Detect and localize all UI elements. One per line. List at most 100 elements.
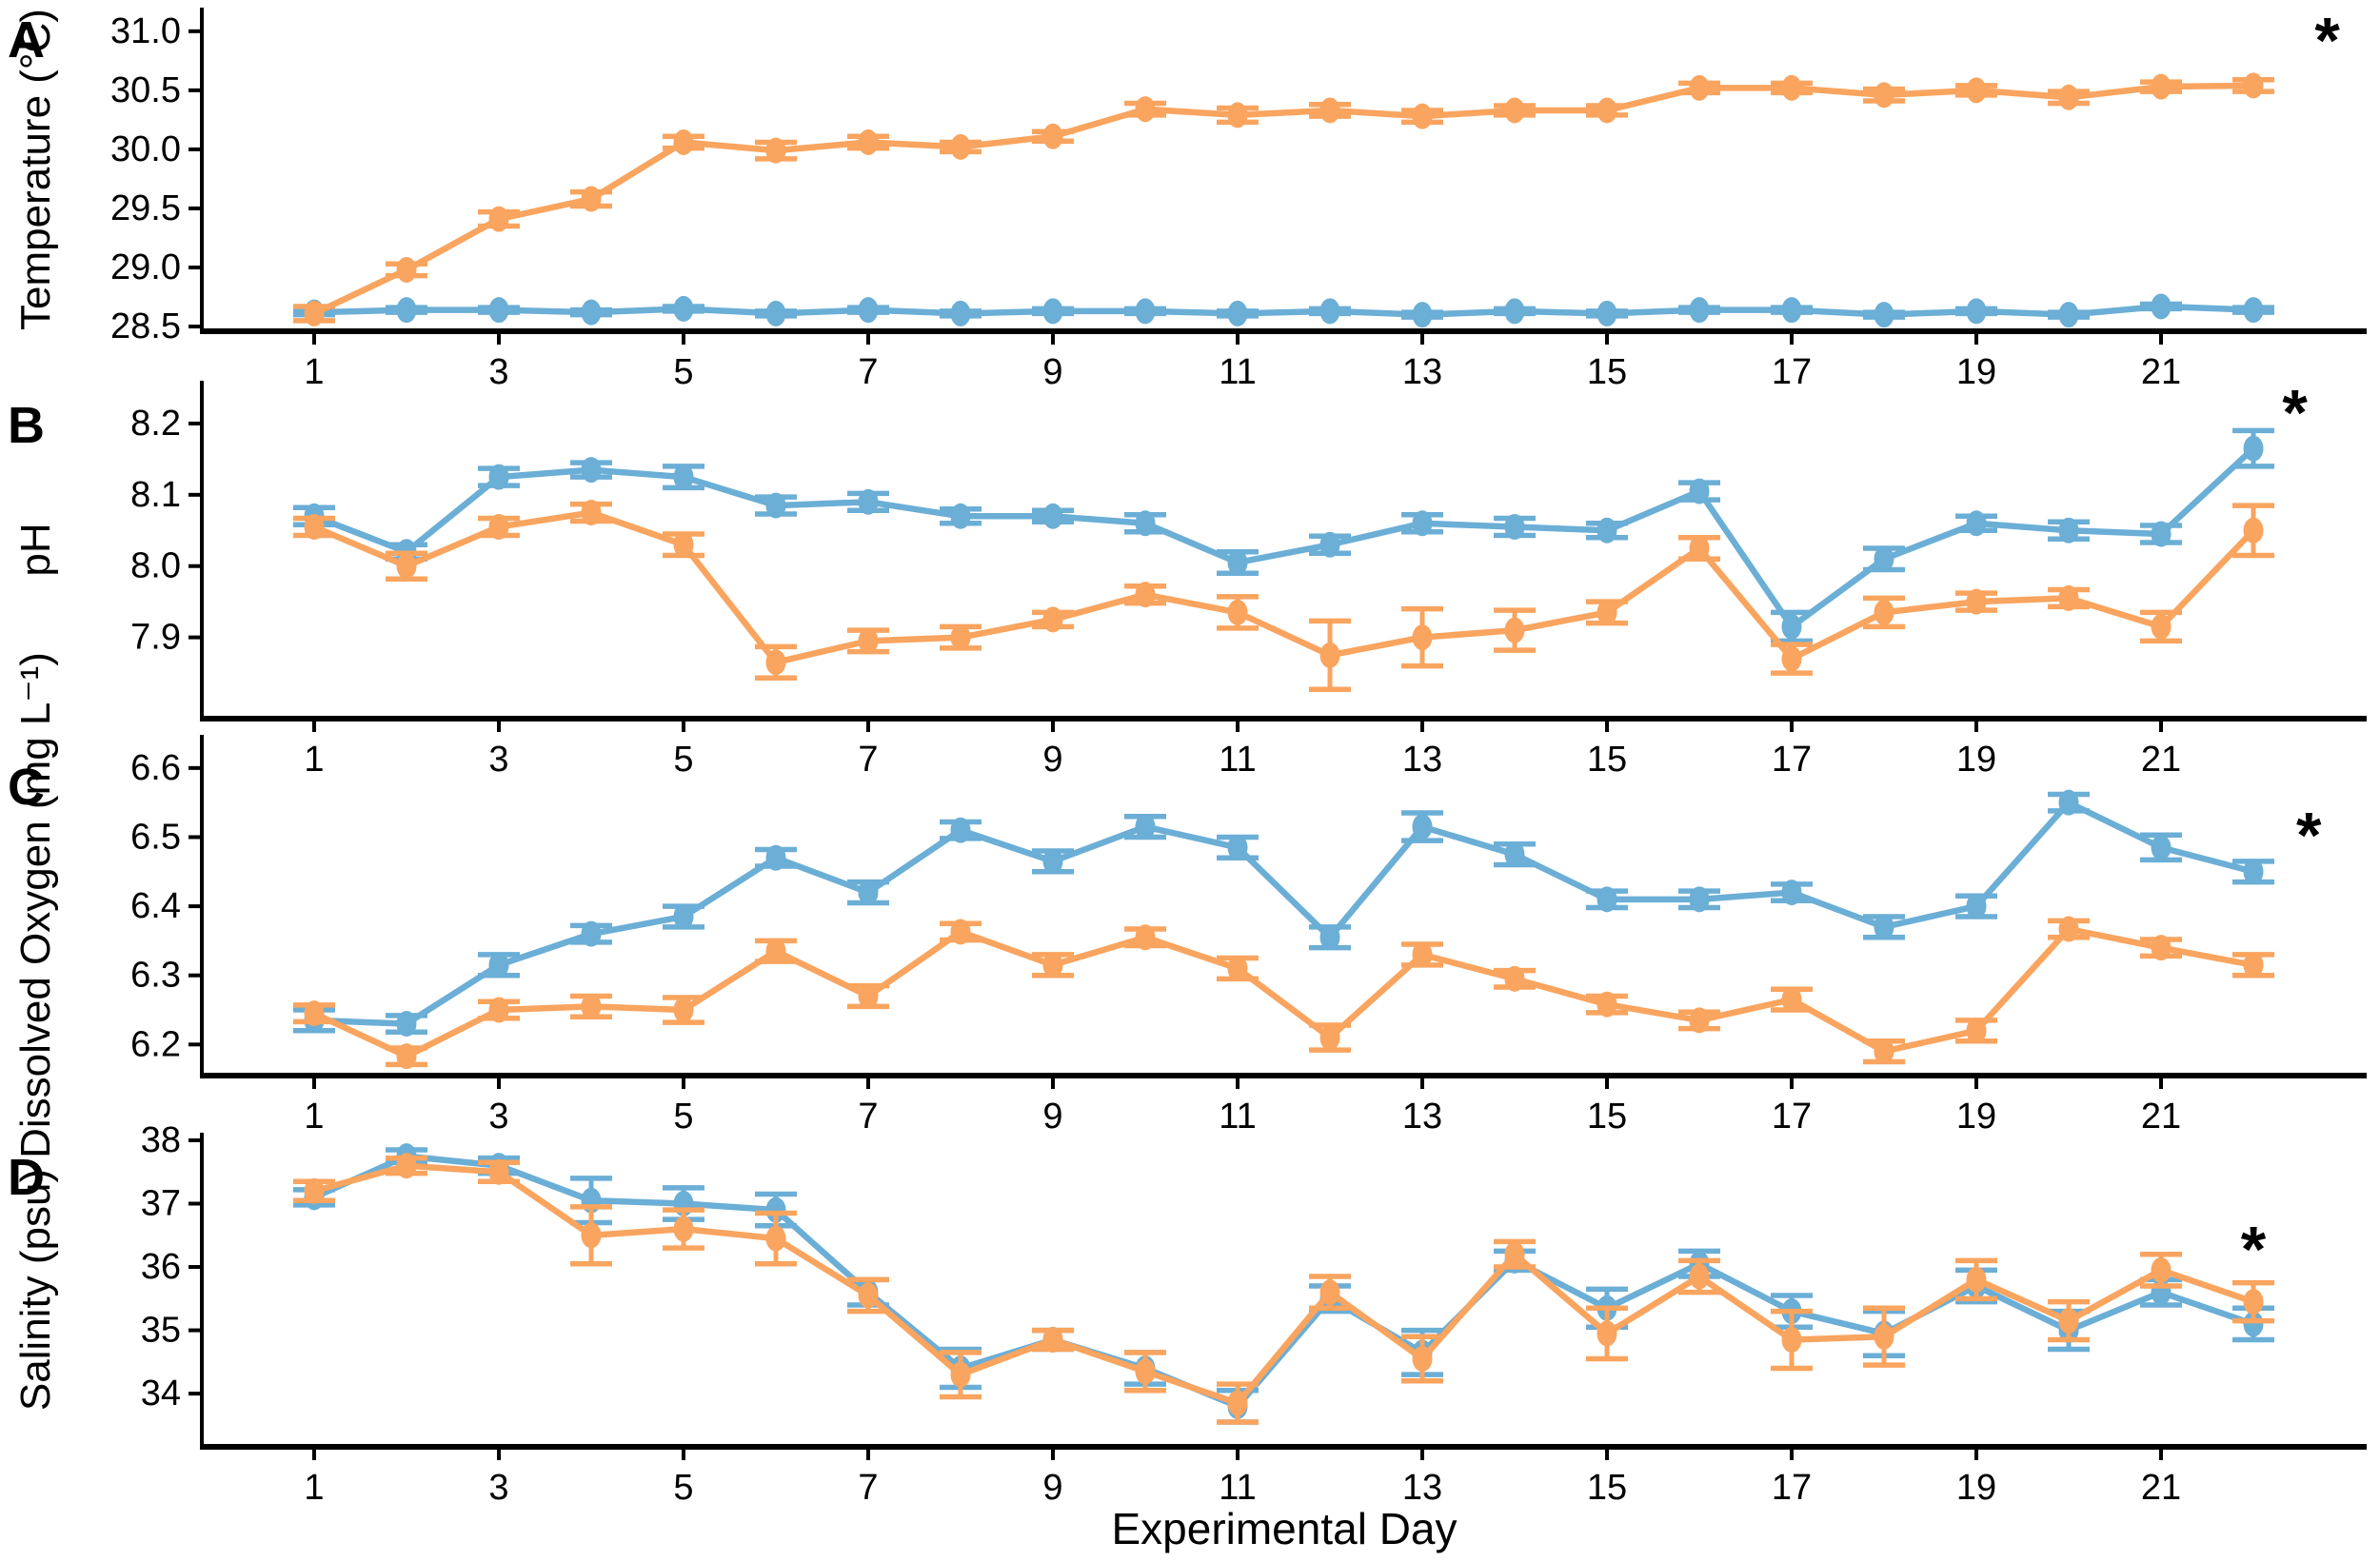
data-point: [396, 1153, 417, 1179]
series-orange: [293, 500, 2274, 693]
data-point: [2058, 789, 2079, 816]
x-tick-label: 13: [1402, 1097, 1442, 1137]
x-tick-label: 1: [304, 740, 324, 780]
data-point: [304, 1177, 325, 1204]
data-point: [2151, 1256, 2172, 1283]
x-tick-label: 7: [858, 352, 878, 392]
data-point: [950, 300, 971, 326]
x-tick-label: 13: [1402, 740, 1442, 780]
data-point: [1874, 545, 1894, 572]
y-tick-label: 6.6: [130, 748, 181, 788]
data-point: [1042, 298, 1063, 325]
data-point: [581, 186, 602, 212]
data-point: [1227, 300, 1248, 326]
y-tick-label: 29.0: [110, 247, 181, 287]
data-point: [1597, 97, 1617, 124]
data-point: [2058, 916, 2079, 942]
data-point: [488, 206, 509, 232]
data-point: [673, 295, 694, 322]
x-tick-label: 19: [1956, 1097, 1996, 1137]
x-tick-label: 5: [673, 1468, 693, 1508]
data-point: [2243, 952, 2264, 979]
data-point: [765, 300, 786, 326]
x-tick-label: 11: [1219, 1097, 1256, 1137]
data-point: [950, 1361, 971, 1388]
series-line: [310, 303, 2257, 318]
x-tick-label: 3: [488, 740, 508, 780]
series-blue: [293, 427, 2274, 644]
y-axis-title: pH: [12, 523, 59, 576]
x-tick-label: 3: [488, 1468, 508, 1508]
data-point: [1504, 298, 1525, 325]
data-point: [1135, 814, 1156, 840]
x-tick-label: 15: [1587, 740, 1627, 780]
data-point: [765, 844, 786, 871]
data-point: [1135, 298, 1156, 325]
data-point: [1689, 74, 1710, 101]
x-tick-label: 1: [304, 1097, 324, 1137]
data-point: [2243, 72, 2264, 99]
series-blue: [293, 789, 2274, 1038]
x-tick-label: 17: [1772, 1097, 1812, 1137]
data-point: [1135, 924, 1156, 951]
series-orange: [293, 72, 2274, 326]
y-axis-title: Dissolved Oxygen (mg L⁻¹): [12, 652, 59, 1158]
data-point: [304, 1000, 325, 1027]
x-tick-label: 9: [1042, 1097, 1062, 1137]
data-point: [1874, 1038, 1894, 1065]
data-point: [396, 1011, 417, 1038]
series-line: [310, 925, 2257, 1059]
data-point: [2058, 517, 2079, 544]
x-tick-label: 17: [1772, 352, 1812, 392]
data-point: [1966, 893, 1987, 919]
x-tick-label: 21: [2141, 1468, 2181, 1508]
x-tick-label: 1: [304, 352, 324, 392]
x-tick-label: 19: [1956, 740, 1996, 780]
data-point: [1689, 535, 1710, 562]
data-point: [1781, 74, 1802, 101]
data-point: [1135, 510, 1156, 537]
data-point: [858, 1282, 879, 1309]
data-point: [2243, 1289, 2264, 1315]
y-tick-label: 7.9: [130, 618, 181, 658]
x-tick-label: 17: [1772, 740, 1812, 780]
data-point: [2058, 302, 2079, 328]
y-tick-label: 28.5: [110, 306, 181, 346]
x-tick-label: 21: [2141, 352, 2181, 392]
panel-c: 6.66.56.46.36.21 3 5 7 9 11 13 15 17 19 21Dissolve…: [8, 652, 2367, 1158]
data-point: [2058, 84, 2079, 110]
data-point: [2151, 521, 2172, 547]
data-point: [396, 553, 417, 580]
data-point: [1319, 531, 1340, 558]
data-point: [673, 1216, 694, 1242]
data-point: [1966, 1018, 1987, 1044]
data-point: [858, 880, 879, 906]
data-point: [1504, 97, 1525, 124]
y-tick-label: 30.5: [110, 70, 181, 110]
data-point: [1135, 1358, 1156, 1385]
series-line: [310, 1153, 2257, 1410]
data-point: [1135, 96, 1156, 123]
data-point: [1689, 297, 1710, 324]
x-tick-label: 17: [1772, 1468, 1812, 1508]
data-point: [1874, 302, 1894, 328]
data-point: [1504, 965, 1525, 992]
data-point: [1597, 886, 1617, 913]
x-tick-label: 11: [1219, 352, 1256, 392]
data-point: [950, 624, 971, 651]
data-point: [1227, 955, 1248, 981]
x-tick-label: 11: [1219, 740, 1256, 780]
data-point: [488, 464, 509, 490]
data-point: [396, 297, 417, 324]
data-point: [396, 1043, 417, 1070]
data-point: [1597, 599, 1617, 625]
x-tick-label: 3: [488, 1097, 508, 1137]
data-point: [765, 649, 786, 676]
y-tick-label: 35: [141, 1311, 181, 1351]
data-point: [581, 457, 602, 484]
data-point: [1042, 503, 1063, 529]
data-point: [2151, 293, 2172, 320]
y-axis-title: Temperature (°C): [12, 9, 59, 330]
